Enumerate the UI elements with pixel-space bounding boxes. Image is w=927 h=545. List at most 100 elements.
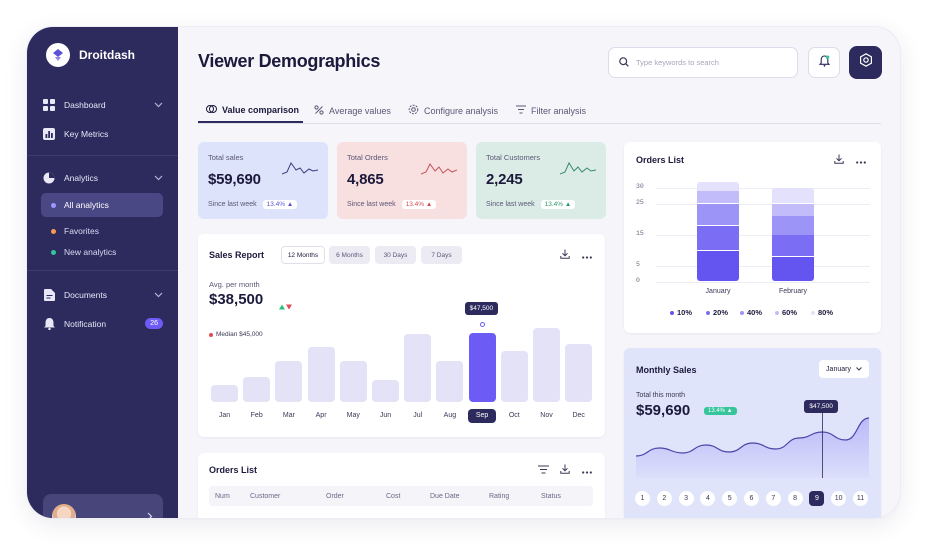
month-select[interactable]: January xyxy=(819,360,869,378)
tab-filter-analysis[interactable]: Filter analysis xyxy=(516,98,586,123)
sidebar-subitem-all-analytics[interactable]: All analytics xyxy=(41,193,163,217)
sidebar-item-documents[interactable]: Documents xyxy=(43,285,163,305)
stacked-bar-segment[interactable] xyxy=(772,216,814,235)
sales-bar[interactable] xyxy=(436,361,464,402)
sidebar-item-key-metrics[interactable]: Key Metrics xyxy=(43,124,163,144)
sales-bar[interactable] xyxy=(500,351,528,402)
month-label[interactable]: Jun xyxy=(379,412,392,419)
sales-bar[interactable] xyxy=(565,343,593,402)
avg-value: $38,500 xyxy=(209,291,264,308)
range-30-days-button[interactable]: 30 Days xyxy=(375,246,416,264)
day-label[interactable]: 8 xyxy=(787,491,803,506)
sidebar-item-label: Notification xyxy=(64,319,107,329)
day-label[interactable]: 11 xyxy=(853,491,868,506)
stacked-bar-segment[interactable] xyxy=(697,225,739,251)
tab-average-values[interactable]: Average values xyxy=(314,98,391,123)
month-label[interactable]: Aug xyxy=(443,412,457,419)
sidebar-subitem-new-analytics[interactable]: New analytics xyxy=(41,240,163,264)
stacked-bar-segment[interactable] xyxy=(772,235,814,257)
month-label[interactable]: Jul xyxy=(413,412,423,419)
month-label[interactable]: Nov xyxy=(540,412,553,419)
day-label[interactable]: 1 xyxy=(635,491,650,506)
search-box[interactable] xyxy=(608,47,798,78)
sales-bar[interactable] xyxy=(243,377,271,402)
download-button[interactable] xyxy=(832,153,846,167)
table-header-num[interactable]: Num xyxy=(215,493,230,500)
kpi-card-total-customers[interactable]: Total Customers 2,245 Since last week 13… xyxy=(476,142,606,219)
profile-card[interactable] xyxy=(43,494,163,518)
sales-bar[interactable] xyxy=(468,332,496,402)
notification-button[interactable] xyxy=(808,47,840,78)
stacked-bar-segment[interactable] xyxy=(772,188,814,204)
tab-configure-analysis[interactable]: Configure analysis xyxy=(408,98,498,123)
day-label[interactable]: 3 xyxy=(678,491,694,506)
month-label[interactable]: Jan xyxy=(218,412,231,419)
tab-value-comparison[interactable]: Value comparison xyxy=(198,98,303,123)
sales-bar[interactable] xyxy=(307,346,335,402)
day-label[interactable]: 10 xyxy=(831,491,847,506)
orders-list-card: Orders List 10% 20% 40% 60% 80% 30 25 15 5 0… xyxy=(624,142,881,333)
table-header-rating[interactable]: Rating xyxy=(489,493,510,500)
table-header-customer[interactable]: Customer xyxy=(250,493,281,500)
month-label[interactable]: Oct xyxy=(508,412,520,419)
search-input[interactable] xyxy=(636,58,786,67)
month-label[interactable]: Sep xyxy=(468,409,497,423)
grid-icon xyxy=(43,99,55,111)
more-options-button[interactable] xyxy=(854,153,868,167)
card-title: Monthly Sales xyxy=(636,365,697,375)
kpi-change-badge: 13.4% ▲ xyxy=(401,200,437,209)
median-text: Median $45,000 xyxy=(216,331,263,338)
month-label[interactable]: Dec xyxy=(572,412,585,419)
day-label[interactable]: 6 xyxy=(744,491,759,506)
range-6-months-button[interactable]: 6 Months xyxy=(329,246,370,264)
day-label[interactable]: 2 xyxy=(656,491,672,506)
kpi-label: Total Customers xyxy=(486,153,541,162)
compare-icon xyxy=(206,104,217,116)
day-label[interactable]: 7 xyxy=(765,491,781,506)
download-button[interactable] xyxy=(558,248,572,262)
month-label[interactable]: Feb xyxy=(250,412,263,419)
day-label[interactable]: 9 xyxy=(809,491,825,506)
brand[interactable]: Droitdash xyxy=(46,43,135,67)
dot-icon xyxy=(775,310,779,315)
sidebar-subitem-favorites[interactable]: Favorites xyxy=(41,219,163,243)
stacked-bar-segment[interactable] xyxy=(772,257,814,282)
month-label[interactable]: May xyxy=(346,412,360,419)
stacked-bar-segment[interactable] xyxy=(772,203,814,216)
table-header-status[interactable]: Status xyxy=(541,493,561,500)
sidebar-item-label: Dashboard xyxy=(64,100,106,110)
sales-bar[interactable] xyxy=(275,361,303,402)
sales-bar[interactable] xyxy=(533,327,560,402)
stacked-bar-segment[interactable] xyxy=(697,191,739,204)
sales-bar[interactable] xyxy=(339,361,367,402)
day-label[interactable]: 4 xyxy=(700,491,716,506)
table-header-order[interactable]: Order xyxy=(326,493,344,500)
main-content: Viewer Demographics Value comparison Ave… xyxy=(178,27,900,518)
sales-bar[interactable] xyxy=(404,333,432,402)
range-7-days-button[interactable]: 7 Days xyxy=(421,246,462,264)
dot-icon xyxy=(209,332,213,337)
table-header-due-date[interactable]: Due Date xyxy=(430,493,460,500)
range-12-months-button[interactable]: 12 Months xyxy=(281,246,325,264)
month-label[interactable]: Mar xyxy=(282,412,295,419)
table-header-cost[interactable]: Cost xyxy=(386,493,401,500)
month-label[interactable]: Apr xyxy=(315,412,327,419)
kpi-card-total-sales[interactable]: Total sales $59,690 Since last week 13.4… xyxy=(198,142,328,219)
more-options-button[interactable] xyxy=(580,248,594,262)
stacked-bar-segment[interactable] xyxy=(697,250,739,282)
stacked-bar-segment[interactable] xyxy=(697,203,739,226)
sidebar-item-dashboard[interactable]: Dashboard xyxy=(43,95,163,115)
sidebar-item-analytics[interactable]: Analytics xyxy=(43,168,163,188)
settings-button[interactable] xyxy=(849,46,882,79)
day-label[interactable]: 5 xyxy=(722,491,738,506)
filter-button[interactable] xyxy=(536,463,550,477)
stacked-bar-segment[interactable] xyxy=(697,182,739,191)
download-button[interactable] xyxy=(558,463,572,477)
sales-bar[interactable] xyxy=(372,380,399,402)
bell-icon xyxy=(43,318,55,330)
total-value: $59,690 xyxy=(636,402,691,419)
kpi-card-total-orders[interactable]: Total Orders 4,865 Since last week 13.4%… xyxy=(337,142,467,219)
sidebar-item-notification[interactable]: Notification 26 xyxy=(43,314,163,334)
sales-bar[interactable] xyxy=(211,384,238,402)
more-options-button[interactable] xyxy=(580,463,594,477)
